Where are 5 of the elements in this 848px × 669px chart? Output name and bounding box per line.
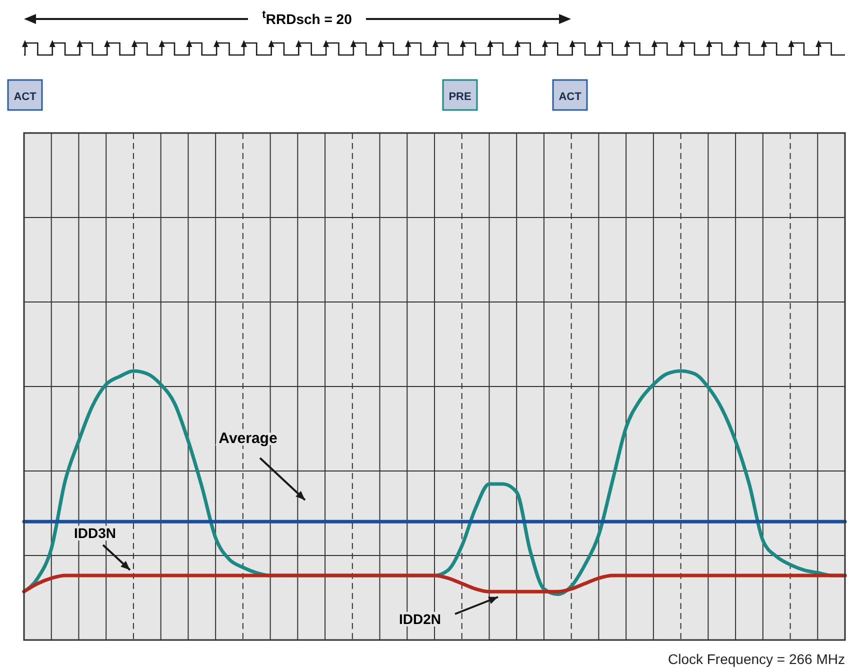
text: $^{t}$RRDsch = 20 [262, 9, 352, 27]
text: ACT [558, 91, 582, 103]
text: Clock Frequency = 266 MHz [668, 651, 845, 667]
text: ACT [14, 91, 37, 103]
text: PRE [448, 91, 472, 103]
